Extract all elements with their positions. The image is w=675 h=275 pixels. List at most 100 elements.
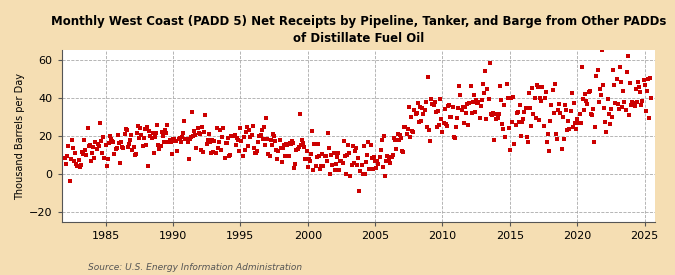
Point [591,74,602,78]
Point [583,90,594,94]
Point [319,154,330,158]
Point [356,163,367,167]
Point [146,136,157,141]
Point [522,140,533,145]
Point [373,161,384,166]
Point [524,90,535,95]
Point [140,126,151,131]
Point [639,83,650,87]
Point [531,83,542,87]
Point [427,102,438,106]
Point [506,95,516,100]
Point [445,115,456,120]
Point [429,100,440,105]
Point [465,83,476,88]
Point [438,121,449,125]
Point [534,118,545,122]
Point [296,142,306,147]
Point [641,109,651,113]
Point [408,130,418,134]
Point [236,139,247,143]
Point [198,150,209,155]
Point [323,131,333,136]
Point [163,140,173,144]
Point [344,151,354,155]
Point [575,121,586,126]
Point [448,135,459,139]
Point [538,124,549,128]
Point [411,111,422,115]
Point [329,168,340,172]
Point [199,129,210,134]
Point [497,122,508,127]
Point [462,102,472,106]
Point [63,143,74,148]
Point [162,123,173,127]
Point [375,148,386,152]
Point [233,138,244,142]
Point [272,156,283,161]
Point [280,153,291,158]
Point [340,172,351,176]
Point [281,142,292,147]
Point [568,125,578,130]
Point [217,134,227,139]
Point [125,137,136,142]
Point [394,137,404,142]
Point [210,151,221,156]
Point [573,121,584,125]
Point [347,144,358,148]
Point [113,133,124,138]
Point [562,128,572,133]
Point [400,125,411,129]
Point [151,131,161,136]
Point [492,116,503,120]
Point [91,147,102,152]
Point [389,136,400,140]
Point [374,155,385,159]
Point [62,153,73,158]
Point [323,146,334,150]
Point [80,148,90,152]
Point [421,125,432,129]
Point [138,136,149,141]
Point [192,126,203,130]
Point [621,69,632,74]
Point [98,134,109,139]
Point [458,121,469,125]
Point [439,107,450,112]
Point [377,165,388,169]
Point [401,132,412,136]
Point [500,134,511,139]
Point [225,153,236,158]
Point [159,140,169,144]
Point [416,119,427,123]
Point [382,154,393,158]
Point [407,128,418,133]
Point [345,174,356,178]
Point [561,108,572,112]
Point [243,144,254,148]
Point [117,145,128,150]
Point [495,98,506,102]
Point [247,124,258,128]
Point [367,155,377,160]
Point [507,120,518,124]
Point [470,109,481,114]
Point [93,144,104,148]
Point [150,135,161,139]
Point [380,174,391,178]
Point [72,164,83,168]
Point [337,161,348,165]
Point [200,112,211,117]
Point [620,108,631,112]
Point [250,151,261,155]
Point [123,145,134,149]
Point [383,158,394,162]
Point [157,134,168,138]
Point [412,100,423,105]
Point [159,128,170,133]
Point [286,141,296,146]
Point [581,99,592,103]
Point [543,132,554,136]
